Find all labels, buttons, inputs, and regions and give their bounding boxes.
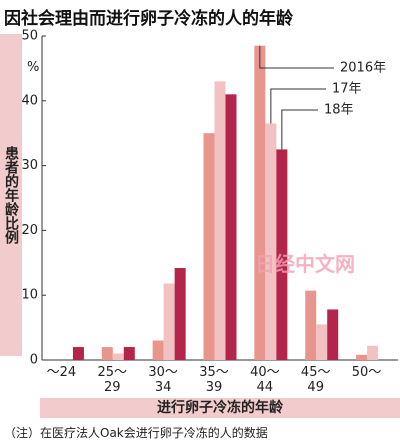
bar [316, 324, 328, 360]
y-tick-label: 50 [21, 29, 38, 44]
bar [163, 283, 175, 360]
bar [72, 347, 84, 360]
x-tick-label: 45〜 49 [300, 365, 331, 395]
bar [101, 347, 113, 360]
bar [174, 267, 186, 360]
x-tick-label: 40〜 44 [250, 365, 280, 395]
legend-leader [259, 45, 334, 69]
x-axis-label: 进行卵子冷冻的年龄 [40, 398, 400, 418]
legend-label: 17年 [332, 82, 362, 97]
bar [152, 340, 164, 360]
bar [276, 149, 288, 360]
legend-label: 2016年 [340, 61, 386, 76]
x-tick-label: 50〜 [351, 365, 382, 380]
bar [327, 309, 339, 360]
bar [265, 123, 277, 360]
bar [305, 290, 317, 360]
bar [225, 94, 237, 360]
legend-leader [281, 109, 318, 150]
chart-title: 因社会理由而进行卵子冷冻的人的年龄 [4, 9, 293, 29]
x-tick-label: 25〜 29 [97, 365, 128, 395]
bar [112, 353, 124, 360]
bar [203, 133, 215, 360]
y-tick-label: 20 [21, 223, 38, 238]
y-tick-label: 0 [30, 353, 38, 368]
y-tick-label: 10 [21, 288, 38, 303]
bar [356, 354, 368, 360]
y-tick-label: 40 [21, 93, 38, 108]
bar [214, 81, 226, 361]
legend-leader [270, 88, 326, 124]
x-tick-label: 30〜 34 [148, 365, 178, 395]
x-tick-label: 35〜 39 [199, 365, 229, 395]
y-unit: % [27, 60, 40, 75]
bar [123, 347, 135, 360]
y-axis-label: 患者的年龄比例 [0, 34, 22, 356]
legend-label: 18年 [324, 103, 354, 118]
y-tick-label: 30 [21, 158, 38, 173]
note: （注）在医疗法人Oak会进行卵子冷冻的人的数据 [4, 426, 268, 440]
bar [367, 345, 379, 360]
watermark: 日经中文网 [255, 252, 355, 276]
x-tick-label: 〜24 [46, 365, 77, 380]
bar [254, 45, 266, 360]
